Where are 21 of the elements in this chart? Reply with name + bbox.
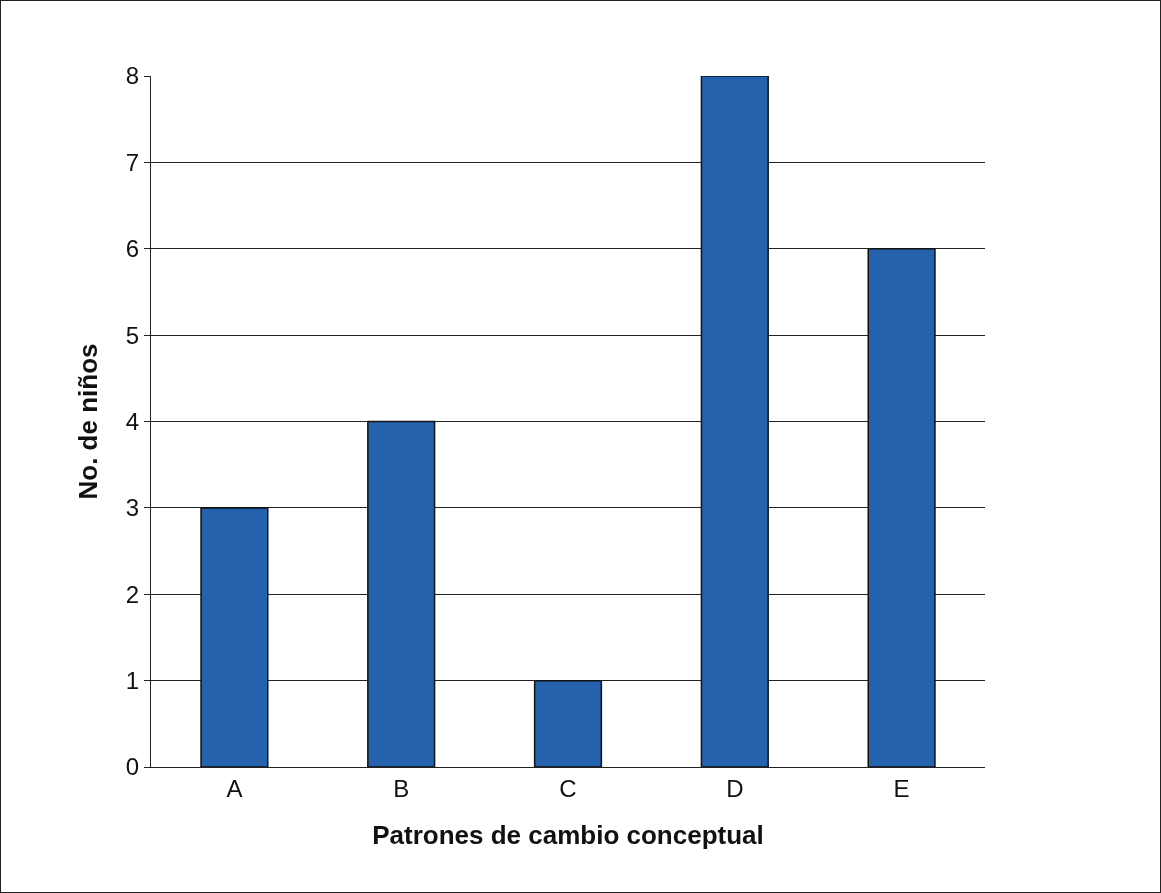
bar (867, 248, 936, 767)
y-tick-label: 3 (125, 494, 140, 522)
y-axis-title: No. de niños (73, 343, 104, 500)
bar (200, 507, 269, 767)
x-tick-label: E (893, 774, 910, 802)
x-tick-label: B (393, 774, 410, 802)
x-tick-label: D (726, 774, 744, 802)
x-axis-title: Patrones de cambio conceptual (372, 820, 764, 851)
y-tick-label: 1 (125, 667, 140, 695)
x-tick-label: C (559, 774, 577, 802)
y-tick-label: 6 (125, 235, 140, 263)
x-tick-label: A (226, 774, 243, 802)
y-tick-label: 5 (125, 321, 140, 349)
bar (533, 679, 603, 767)
y-tick-label: 7 (125, 148, 140, 176)
bar (700, 76, 769, 767)
y-tick-label: 2 (125, 580, 140, 608)
y-tick-label: 8 (125, 62, 140, 90)
y-tick-label: 4 (125, 407, 140, 435)
bar (367, 420, 436, 767)
y-tick-label: 0 (125, 753, 140, 781)
